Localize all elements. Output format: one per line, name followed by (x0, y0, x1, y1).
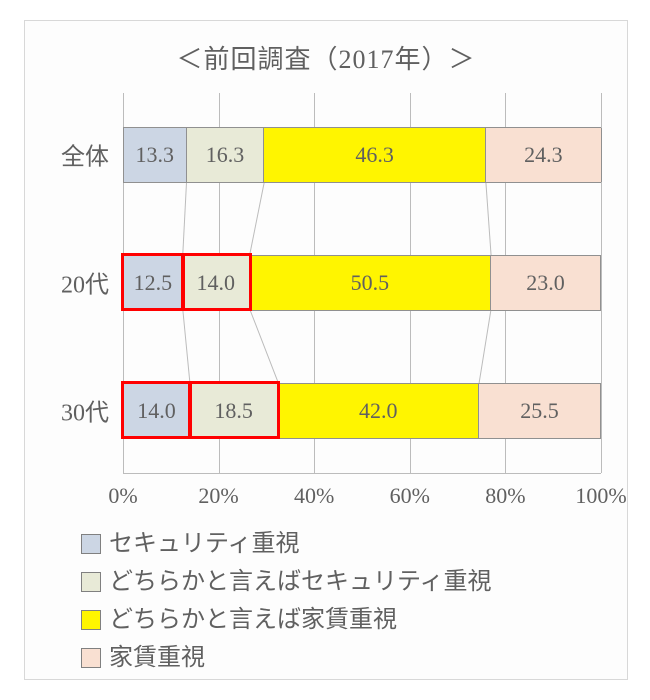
segment-value: 25.5 (479, 384, 600, 438)
bar-segment: 14.0 (183, 256, 250, 310)
segment-value: 46.3 (264, 128, 484, 182)
connector-line (250, 309, 279, 383)
segment-value: 18.5 (190, 384, 277, 438)
legend-swatch (81, 572, 101, 592)
bar-segment: 12.5 (123, 256, 183, 310)
x-tick-label: 0% (108, 483, 137, 509)
legend-label: セキュリティ重視 (109, 525, 300, 563)
bar-segment: 46.3 (264, 128, 485, 182)
bar-segment: 42.0 (278, 384, 479, 438)
segment-value: 12.5 (124, 256, 182, 310)
segment-value: 14.0 (183, 256, 249, 310)
chart-container: ＜前回調査（2017年）＞ 0%20%40%60%80%100%全体13.316… (24, 20, 628, 680)
category-label: 20代 (61, 265, 123, 300)
stacked-bar: 12.514.050.523.0 (123, 255, 601, 311)
bar-segment: 13.3 (123, 128, 187, 182)
legend-swatch (81, 648, 101, 668)
segment-value: 42.0 (278, 384, 478, 438)
category-label: 全体 (61, 137, 123, 172)
bar-row: 30代14.018.542.025.5 (123, 383, 601, 437)
legend-label: どちらかと言えば家賃重視 (109, 601, 397, 639)
x-tick-label: 60% (390, 483, 430, 509)
stacked-bar: 14.018.542.025.5 (123, 383, 601, 439)
bar-segment: 50.5 (250, 256, 491, 310)
bar-segment: 16.3 (187, 128, 265, 182)
connector-line (183, 309, 190, 383)
plot-area: 0%20%40%60%80%100%全体13.316.346.324.320代1… (123, 93, 601, 474)
legend-item: どちらかと言えば家賃重視 (81, 601, 492, 639)
chart-title: ＜前回調査（2017年）＞ (25, 39, 627, 76)
connector-line (250, 181, 265, 255)
legend-swatch (81, 610, 101, 630)
segment-value: 14.0 (124, 384, 189, 438)
bar-segment: 18.5 (190, 384, 278, 438)
connector-line (479, 309, 491, 383)
legend-label: どちらかと言えばセキュリティ重視 (109, 563, 492, 601)
bar-segment: 25.5 (479, 384, 601, 438)
segment-value: 50.5 (250, 256, 490, 310)
category-label: 30代 (61, 393, 123, 428)
connector-line (183, 181, 187, 255)
segment-value: 23.0 (491, 256, 600, 310)
segment-value: 24.3 (486, 128, 601, 182)
legend-item: どちらかと言えばセキュリティ重視 (81, 563, 492, 601)
x-tick-label: 40% (294, 483, 334, 509)
bar-segment: 14.0 (123, 384, 190, 438)
legend: セキュリティ重視どちらかと言えばセキュリティ重視どちらかと言えば家賃重視家賃重視 (81, 525, 492, 677)
bar-row: 20代12.514.050.523.0 (123, 255, 601, 309)
bar-segment: 24.3 (486, 128, 602, 182)
segment-value: 13.3 (124, 128, 186, 182)
legend-label: 家賃重視 (109, 639, 205, 677)
x-tick-label: 100% (575, 483, 626, 509)
stacked-bar: 13.316.346.324.3 (123, 127, 601, 183)
bar-row: 全体13.316.346.324.3 (123, 127, 601, 181)
x-tick-label: 20% (198, 483, 238, 509)
legend-swatch (81, 534, 101, 554)
bar-segment: 23.0 (491, 256, 601, 310)
segment-value: 16.3 (187, 128, 264, 182)
x-tick-label: 80% (485, 483, 525, 509)
legend-item: 家賃重視 (81, 639, 492, 677)
connector-line (486, 181, 491, 255)
legend-item: セキュリティ重視 (81, 525, 492, 563)
